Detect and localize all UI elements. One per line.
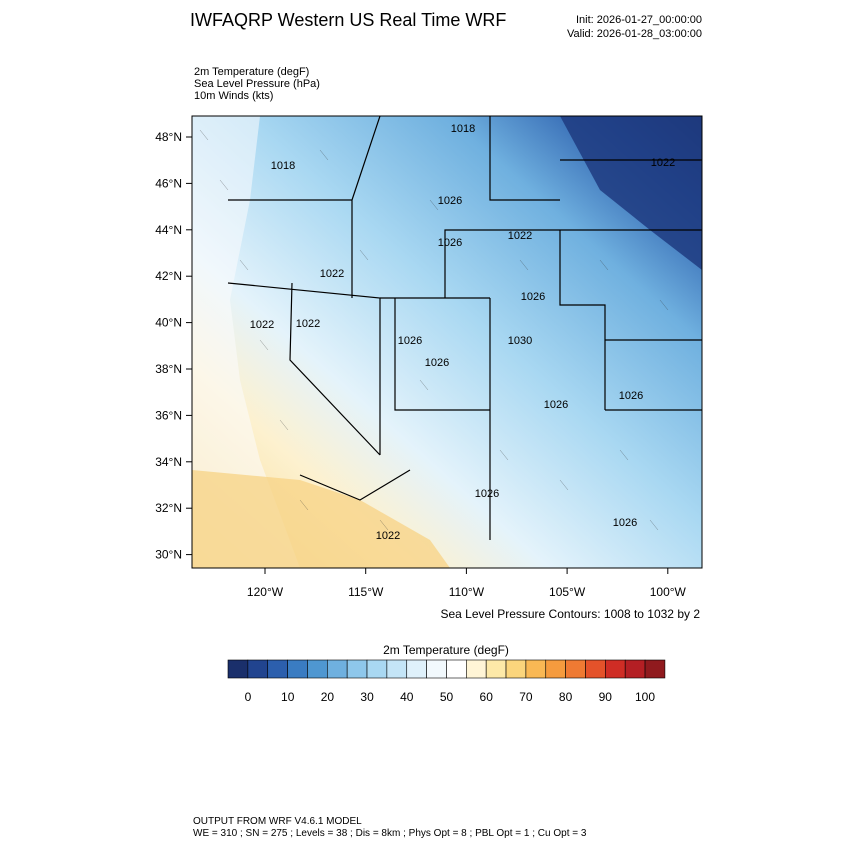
field-label: Sea Level Pressure (hPa) [194, 78, 320, 90]
colorbar-tick-label: 80 [559, 690, 573, 704]
colorbar-tick-label: 30 [360, 690, 374, 704]
lat-label: 38°N [155, 362, 182, 376]
contour-label: 1030 [508, 335, 532, 347]
colorbar-box [485, 659, 507, 679]
warm-region [192, 470, 450, 568]
lon-label: 105°W [549, 585, 586, 599]
colorbar-box [605, 659, 626, 679]
borders [227, 116, 702, 540]
lat-label: 40°N [155, 316, 182, 330]
colorbar-box [624, 659, 646, 679]
colorbar-tick-label: 10 [281, 690, 295, 704]
contour-label: 1018 [271, 160, 295, 172]
colorbar-box [366, 659, 388, 679]
contour-label: 1026 [475, 488, 499, 500]
contour-label: 1022 [508, 230, 532, 242]
colorbar-box [585, 659, 606, 679]
colorbar-box [247, 659, 269, 679]
lat-label: 32°N [155, 501, 182, 515]
lat-label: 34°N [155, 455, 182, 469]
colorbar-box [565, 659, 586, 679]
colorbar-box [386, 659, 408, 679]
colorbar-box [346, 659, 368, 679]
colorbar-box [525, 659, 547, 679]
footer-line: WE = 310 ; SN = 275 ; Levels = 38 ; Dis … [193, 828, 587, 839]
contour-label: 1026 [425, 357, 449, 369]
contour-label: 1026 [613, 517, 637, 529]
contour-label: 1022 [651, 157, 675, 169]
contour-label: 1022 [296, 318, 320, 330]
colorbar-tick-label: 50 [440, 690, 454, 704]
colorbar-box [545, 659, 566, 679]
field-label: 10m Winds (kts) [194, 90, 273, 102]
init-time: Init: 2026-01-27_00:00:00 [576, 14, 702, 26]
colorbar-tick-label: 70 [519, 690, 533, 704]
colorbar-box [227, 659, 249, 679]
lon-label: 110°W [449, 585, 485, 599]
wind-barbs [199, 129, 669, 531]
colorbar-tick-label: 40 [400, 690, 414, 704]
colorbar-box [644, 659, 666, 679]
lat-label: 30°N [155, 548, 182, 562]
lon-label: 120°W [247, 585, 284, 599]
colorbar-box [267, 659, 288, 679]
valid-time: Valid: 2026-01-28_03:00:00 [567, 28, 702, 40]
lat-label: 42°N [155, 269, 182, 283]
contour-label: 1022 [320, 268, 344, 280]
contour-label: 1026 [438, 237, 462, 249]
field-list: 2m Temperature (degF)Sea Level Pressure … [194, 66, 320, 102]
contour-label: 1026 [398, 335, 422, 347]
colorbar-tick-label: 20 [321, 690, 335, 704]
contour-label: 1026 [619, 390, 643, 402]
map-frame [191, 115, 703, 569]
colorbar-tick-label: 100 [635, 690, 655, 704]
ocean [192, 116, 300, 568]
colorbar-box [466, 659, 487, 679]
colorbar-box [446, 659, 467, 679]
colorbar-box [307, 659, 328, 679]
contour-label: 1026 [521, 291, 545, 303]
title: IWFAQRP Western US Real Time WRF [190, 10, 506, 30]
colorbar-tick-label: 60 [480, 690, 494, 704]
colorbar-box [326, 659, 348, 679]
contour-note: Sea Level Pressure Contours: 1008 to 103… [441, 607, 701, 621]
contour-label: 1026 [438, 195, 462, 207]
map: 1018 1018 1026 1022 1026 1022 1026 1022 1022 1026… [192, 116, 702, 568]
colorbar-tick-label: 90 [599, 690, 613, 704]
lon-label: 100°W [650, 585, 687, 599]
lat-label: 44°N [155, 223, 182, 237]
contour-label: 1018 [451, 123, 475, 135]
field-label: 2m Temperature (degF) [194, 66, 309, 78]
contour-label: 1026 [544, 399, 568, 411]
lon-label: 115°W [348, 585, 384, 599]
lat-label: 48°N [155, 130, 182, 144]
colorbar-box [406, 659, 427, 679]
contour-label: 1022 [250, 319, 274, 331]
colorbar-box [426, 659, 447, 679]
cold-region [560, 116, 702, 270]
contour-label: 1022 [376, 530, 400, 542]
colorbar-box [505, 659, 527, 679]
footer-line: OUTPUT FROM WRF V4.6.1 MODEL [193, 816, 362, 827]
lat-label: 46°N [155, 176, 182, 190]
colorbar-title: 2m Temperature (degF) [383, 643, 509, 657]
colorbar-box [287, 659, 308, 679]
lat-label: 36°N [155, 408, 182, 422]
colorbar-tick-label: 0 [245, 690, 252, 704]
